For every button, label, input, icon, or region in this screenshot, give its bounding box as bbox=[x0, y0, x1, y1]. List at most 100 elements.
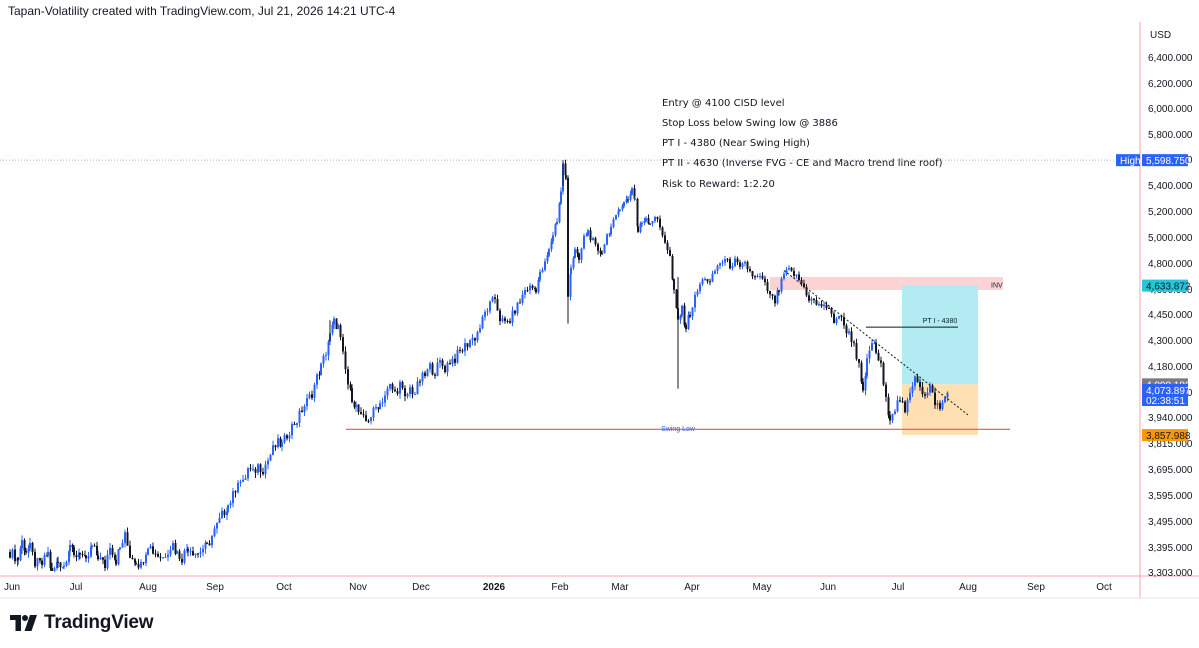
x-tick-label: Sep bbox=[1027, 582, 1045, 593]
candle-body bbox=[491, 297, 494, 302]
candle-body bbox=[651, 220, 654, 224]
candle-body bbox=[272, 445, 274, 456]
candle-body bbox=[759, 275, 761, 277]
candle-body bbox=[111, 547, 114, 555]
candle-body bbox=[906, 400, 909, 413]
candle-body bbox=[333, 318, 335, 325]
y-axis[interactable]: 6,400.0006,200.0006,000.0005,800.0005,60… bbox=[1148, 53, 1193, 579]
candle-body bbox=[399, 381, 401, 394]
candle-body bbox=[634, 198, 636, 200]
high-label: High bbox=[1120, 156, 1141, 167]
trade-note: PT I - 4380 (Near Swing High) bbox=[662, 138, 810, 149]
candle-body bbox=[281, 442, 283, 447]
candle-body bbox=[645, 218, 647, 222]
candle-body bbox=[181, 558, 183, 563]
candle-body bbox=[694, 294, 696, 308]
candle-body bbox=[145, 554, 147, 564]
candle-body bbox=[594, 238, 597, 245]
tradingview-logo[interactable]: TradingView bbox=[10, 612, 154, 634]
candle-body bbox=[464, 343, 466, 352]
candle-body bbox=[511, 310, 514, 323]
candle-body bbox=[322, 355, 325, 364]
candle-body bbox=[154, 553, 157, 555]
candle-body bbox=[384, 395, 386, 403]
candle-body bbox=[129, 545, 131, 558]
candle-body bbox=[208, 543, 211, 546]
candle-body bbox=[311, 394, 313, 398]
candle-body bbox=[734, 258, 736, 267]
candle-body bbox=[885, 384, 887, 397]
candle-body bbox=[167, 554, 169, 558]
candle-body bbox=[461, 350, 464, 352]
candle-body bbox=[711, 273, 714, 282]
candle-body bbox=[896, 400, 899, 412]
candle-body bbox=[409, 387, 411, 395]
candle-body bbox=[601, 253, 603, 255]
candle-body bbox=[426, 369, 429, 377]
candle-body bbox=[744, 261, 746, 264]
candle-body bbox=[785, 269, 788, 274]
candle-body bbox=[226, 511, 228, 516]
candle-body bbox=[218, 517, 221, 523]
candle-body bbox=[365, 415, 367, 421]
candle-body bbox=[639, 223, 642, 232]
candle-body bbox=[550, 241, 553, 250]
candle-body bbox=[93, 545, 96, 547]
candle-body bbox=[316, 374, 318, 385]
candle-body bbox=[572, 258, 575, 268]
candle-body bbox=[104, 559, 106, 569]
candle-body bbox=[189, 551, 192, 553]
candle-body bbox=[301, 410, 303, 412]
candle-body bbox=[353, 402, 356, 408]
candle-body bbox=[303, 406, 306, 412]
candle-body bbox=[853, 341, 855, 344]
price-tags-layer: High5,598.7504,633.8724,098.1864,073.897… bbox=[1116, 154, 1191, 442]
candle-body bbox=[183, 550, 186, 563]
candle-body bbox=[771, 294, 774, 296]
x-tick-label: Dec bbox=[412, 582, 430, 593]
candle-body bbox=[439, 360, 441, 363]
candle-body bbox=[91, 545, 93, 547]
candle-body bbox=[587, 230, 589, 236]
candle-body bbox=[936, 403, 939, 406]
candle-body bbox=[213, 528, 216, 536]
candle-body bbox=[318, 374, 321, 376]
candle-body bbox=[643, 221, 646, 223]
candle-body bbox=[176, 551, 178, 554]
candle-body bbox=[106, 554, 109, 569]
candle-body bbox=[57, 561, 59, 563]
candle-body bbox=[687, 314, 690, 330]
candle-body bbox=[124, 532, 126, 544]
candle-body bbox=[868, 350, 871, 359]
candle-body bbox=[370, 417, 372, 421]
candle-body bbox=[934, 392, 936, 406]
candle-body bbox=[416, 381, 419, 395]
y-tick-label: 3,395.000 bbox=[1148, 543, 1193, 554]
zones-layer: INV bbox=[770, 277, 1003, 436]
candle-body bbox=[749, 269, 751, 272]
y-tick-label: 5,000.000 bbox=[1148, 233, 1193, 244]
candle-body bbox=[941, 402, 944, 409]
candle-body bbox=[489, 301, 491, 312]
current-price-tag-bg bbox=[1142, 383, 1188, 406]
candle-body bbox=[871, 343, 873, 351]
candle-body bbox=[23, 540, 26, 551]
high-price-tag-value: 5,598.750 bbox=[1146, 156, 1191, 167]
x-axis[interactable]: Jun Jul Aug Sep Oct Nov Dec 2026 Feb Mar Apr May Jun… bbox=[4, 582, 1112, 593]
candle-body bbox=[211, 535, 213, 546]
candle-body bbox=[36, 558, 39, 567]
candle-body bbox=[17, 557, 19, 561]
candle-body bbox=[589, 230, 592, 241]
candle-body bbox=[84, 554, 86, 556]
x-tick-label: Oct bbox=[1096, 582, 1112, 593]
candle-body bbox=[90, 546, 92, 557]
candle-body bbox=[257, 464, 259, 473]
candle-body bbox=[335, 318, 338, 329]
candle-body bbox=[615, 215, 617, 220]
candle-body bbox=[424, 372, 426, 377]
candle-body bbox=[87, 556, 90, 559]
candle-body bbox=[521, 294, 524, 303]
candle-body bbox=[862, 381, 864, 391]
macro-trend-line bbox=[783, 270, 969, 416]
